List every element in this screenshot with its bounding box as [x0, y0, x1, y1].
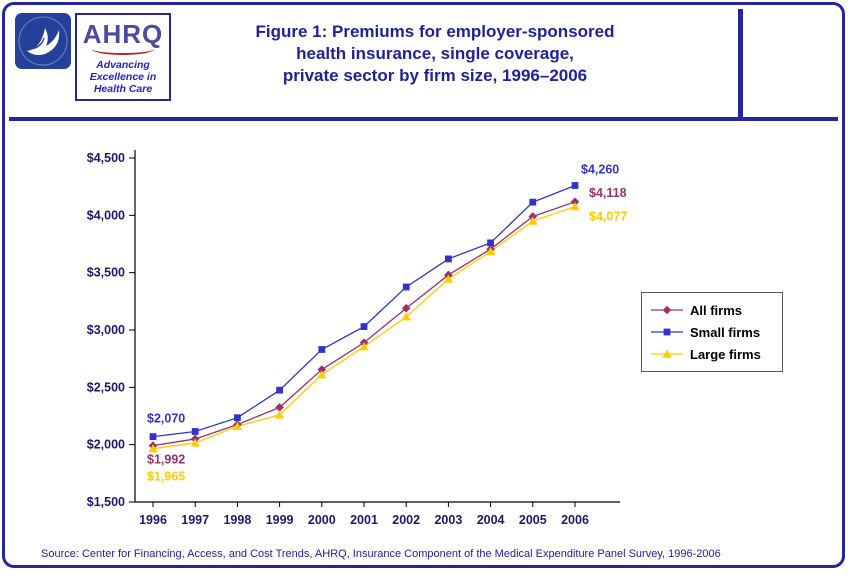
- legend-label-all-firms: All firms: [690, 302, 743, 318]
- header-divider: [9, 117, 838, 121]
- svg-text:2001: 2001: [350, 513, 378, 527]
- svg-text:$4,077: $4,077: [589, 210, 627, 224]
- hhs-eagle-icon: [15, 13, 71, 69]
- svg-text:$2,000: $2,000: [87, 438, 125, 452]
- legend-item-small-firms: Small firms: [650, 321, 774, 343]
- small-firms-square-icon: [650, 325, 684, 339]
- svg-text:1997: 1997: [181, 513, 209, 527]
- svg-text:$1,965: $1,965: [147, 470, 185, 484]
- ahrq-swoosh-icon: [92, 43, 154, 55]
- svg-text:$4,260: $4,260: [581, 163, 619, 177]
- ahrq-logo: AHRQ Advancing Excellence in Health Care: [75, 13, 171, 101]
- svg-text:$1,992: $1,992: [147, 453, 185, 467]
- svg-text:$4,500: $4,500: [87, 151, 125, 165]
- figure-title-line2: health insurance, single coverage,: [296, 44, 574, 64]
- ahrq-tagline-line2: Excellence in: [89, 71, 157, 84]
- header-corner-bar: [738, 9, 743, 121]
- svg-text:2003: 2003: [434, 513, 462, 527]
- svg-text:2002: 2002: [392, 513, 420, 527]
- svg-text:1999: 1999: [266, 513, 294, 527]
- large-firms-triangle-icon: [650, 347, 684, 361]
- svg-text:$4,000: $4,000: [87, 208, 125, 222]
- legend-label-small-firms: Small firms: [690, 324, 761, 340]
- legend-item-large-firms: Large firms: [650, 343, 774, 365]
- ahrq-tagline: Advancing Excellence in Health Care: [77, 59, 169, 95]
- svg-text:$4,118: $4,118: [589, 186, 627, 200]
- ahrq-acronym: AHRQ: [82, 19, 164, 49]
- legend-item-all-firms: All firms: [650, 299, 774, 321]
- svg-text:2005: 2005: [519, 513, 547, 527]
- svg-text:$1,500: $1,500: [87, 495, 125, 509]
- svg-text:1998: 1998: [223, 513, 251, 527]
- svg-text:2006: 2006: [561, 513, 589, 527]
- svg-text:$3,000: $3,000: [87, 323, 125, 337]
- figure-page: AHRQ Advancing Excellence in Health Care…: [2, 2, 845, 568]
- svg-text:$2,070: $2,070: [147, 412, 185, 426]
- ahrq-tagline-line1: Advancing: [96, 59, 150, 71]
- hhs-logo: [15, 13, 71, 69]
- svg-text:1996: 1996: [139, 513, 167, 527]
- chart-legend: All firms Small firms Large firms: [641, 292, 783, 372]
- all-firms-diamond-icon: [650, 303, 684, 317]
- svg-text:2004: 2004: [477, 513, 505, 527]
- svg-text:$3,500: $3,500: [87, 266, 125, 280]
- figure-title-line1: Figure 1: Premiums for employer-sponsore…: [255, 22, 615, 41]
- ahrq-tagline-line3: Health Care: [93, 83, 153, 96]
- svg-text:2000: 2000: [308, 513, 336, 527]
- legend-label-large-firms: Large firms: [690, 346, 761, 362]
- premium-line-chart: $1,500 $2,000 $2,500 $3,000 $3,500 $4,000 $4,5…: [87, 150, 627, 527]
- source-note: Source: Center for Financing, Access, an…: [41, 548, 721, 560]
- figure-title-line3: private sector by firm size, 1996–2006: [282, 66, 588, 86]
- svg-text:$2,500: $2,500: [87, 380, 125, 394]
- figure-title: Figure 1: Premiums for employer-sponsore…: [185, 21, 685, 87]
